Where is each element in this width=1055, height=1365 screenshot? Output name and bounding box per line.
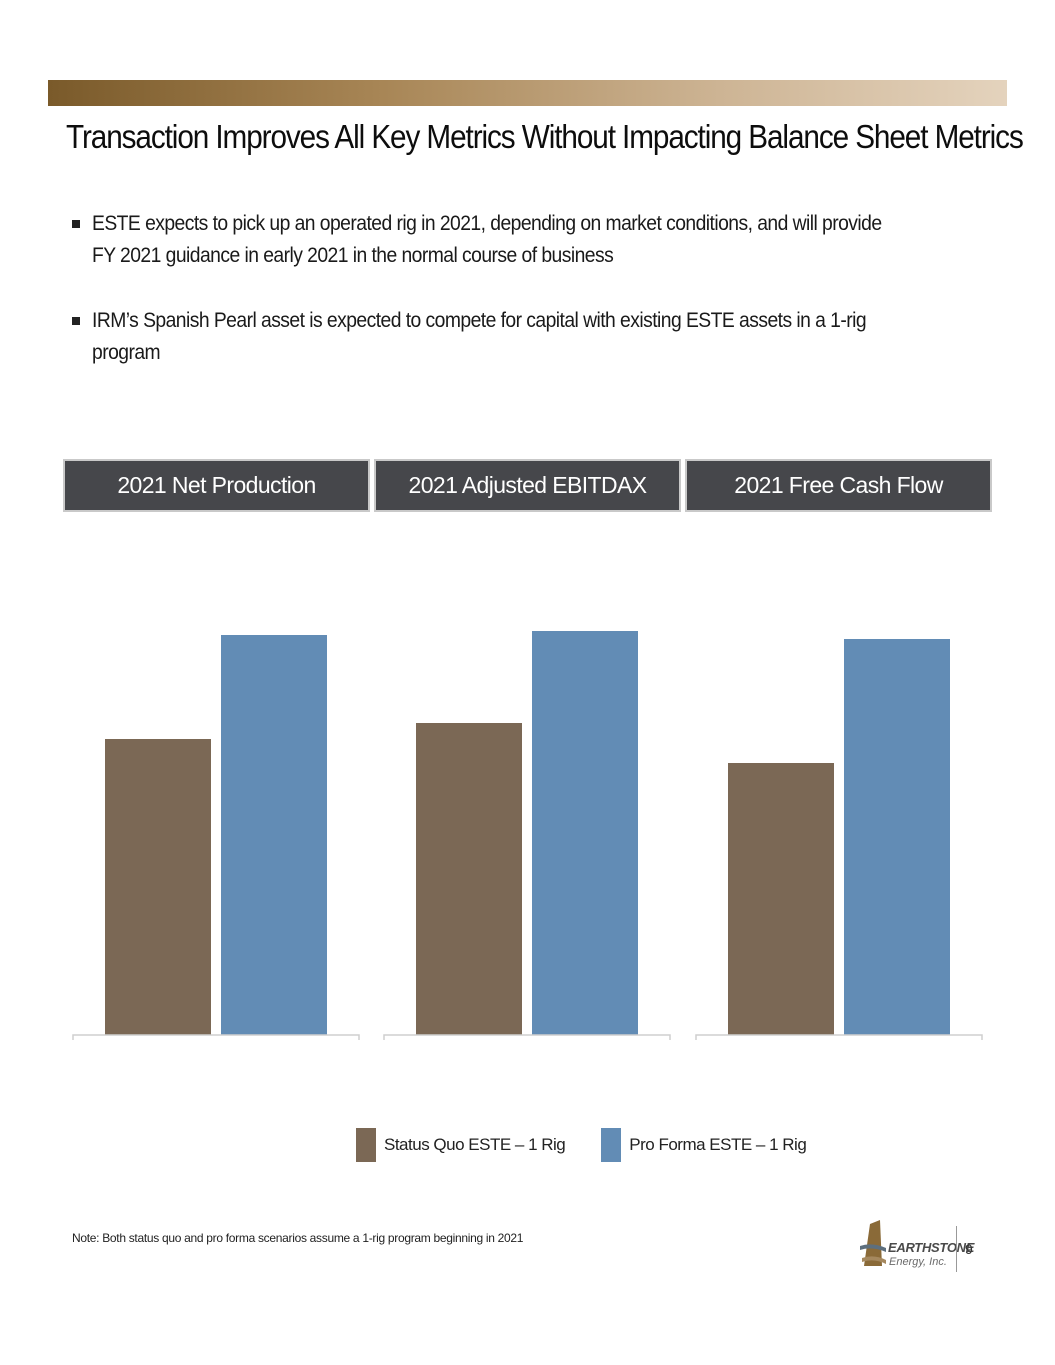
page-number: 9	[965, 1241, 973, 1257]
bar-pro-forma-2	[532, 631, 638, 1035]
legend-label-pro-forma: Pro Forma ESTE – 1 Rig	[629, 1135, 807, 1154]
bullet-text: ESTE expects to pick up an operated rig …	[92, 212, 882, 267]
bullet-item: ESTE expects to pick up an operated rig …	[72, 208, 972, 272]
bar-pro-forma-1	[221, 635, 327, 1035]
legend-item-pro-forma: Pro Forma ESTE – 1 Rig	[601, 1128, 807, 1162]
footnote: Note: Both status quo and pro forma scen…	[72, 1231, 524, 1245]
page-title: Transaction Improves All Key Metrics Wit…	[66, 118, 1024, 155]
x-axis-line-3	[695, 1034, 983, 1040]
bullet-marker-icon	[72, 317, 80, 325]
x-axis-line-2	[383, 1034, 671, 1040]
top-accent-bar	[48, 80, 1007, 106]
legend-label-status-quo: Status Quo ESTE – 1 Rig	[384, 1135, 566, 1154]
bar-status-quo-1	[105, 739, 211, 1035]
bullet-marker-icon	[72, 220, 80, 228]
logo-subtitle: Energy, Inc.	[889, 1256, 947, 1268]
bullet-list: ESTE expects to pick up an operated rig …	[72, 208, 972, 369]
panel-header-free-cash-flow: 2021 Free Cash Flow	[685, 459, 992, 512]
footer-divider	[956, 1226, 957, 1272]
panel-header-net-production: 2021 Net Production	[63, 459, 370, 512]
earthstone-logo-icon	[860, 1220, 886, 1266]
logo-name: EARTHSTONE	[888, 1240, 975, 1255]
legend-swatch-pro-forma	[601, 1128, 622, 1162]
bullet-text: IRM’s Spanish Pearl asset is expected to…	[92, 309, 867, 364]
bar-pro-forma-3	[844, 639, 950, 1035]
x-axis-line-1	[72, 1034, 360, 1040]
bar-status-quo-2	[416, 723, 522, 1035]
legend-item-status-quo: Status Quo ESTE – 1 Rig	[356, 1128, 566, 1162]
chart-legend: Status Quo ESTE – 1 Rig Pro Forma ESTE –…	[356, 1128, 842, 1162]
bar-status-quo-3	[728, 763, 834, 1035]
panel-header-adjusted-ebitdax: 2021 Adjusted EBITDAX	[374, 459, 681, 512]
legend-swatch-status-quo	[356, 1128, 376, 1162]
bullet-item: IRM’s Spanish Pearl asset is expected to…	[72, 305, 972, 369]
